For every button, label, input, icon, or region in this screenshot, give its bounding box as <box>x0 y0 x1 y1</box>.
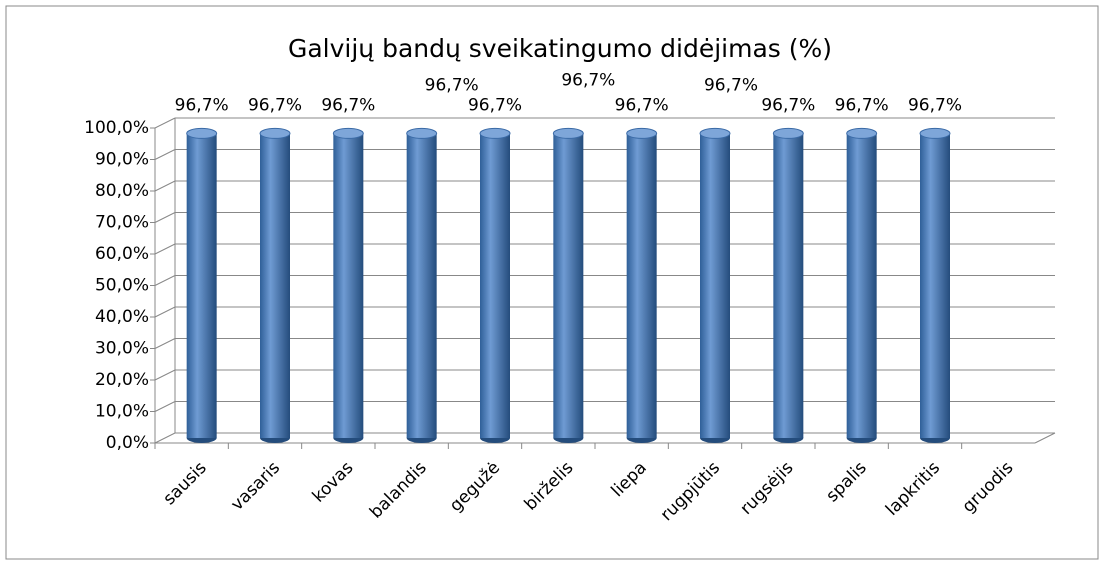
grid-line <box>154 149 176 160</box>
value-label: 96,7% <box>835 95 889 115</box>
grid-line <box>154 369 176 381</box>
value-label: 96,7% <box>704 75 758 95</box>
value-label: 96,7% <box>908 95 962 115</box>
bar <box>260 133 290 438</box>
y-tick-label: 0,0% <box>106 433 149 453</box>
bar-top <box>772 127 804 139</box>
y-tick-label: 30,0% <box>95 339 149 359</box>
grid-line <box>154 306 176 318</box>
bar-top <box>332 127 364 139</box>
bar-top <box>406 127 438 139</box>
grid-line <box>154 180 176 192</box>
bar-top <box>186 127 218 139</box>
y-tick-label: 10,0% <box>95 402 149 422</box>
y-tick-label: 80,0% <box>95 181 149 201</box>
value-label: 96,7% <box>615 95 669 115</box>
floor-right <box>1034 432 1056 444</box>
y-tick-label: 50,0% <box>95 276 149 296</box>
value-label: 96,7% <box>761 95 815 115</box>
bar-top <box>919 127 951 139</box>
y-tick-label: 40,0% <box>95 307 149 327</box>
chart-title: Galvijų bandų sveikatingumo didėjimas (%… <box>288 34 832 63</box>
value-label: 96,7% <box>468 95 522 115</box>
y-tick-label: 60,0% <box>95 244 149 264</box>
bar <box>773 133 804 438</box>
bar-top <box>259 127 291 139</box>
bar <box>626 133 657 438</box>
grid-line <box>154 117 176 129</box>
bar-top <box>846 127 878 139</box>
bar-top <box>699 127 731 139</box>
bar-top <box>479 127 511 139</box>
y-tick-label: 20,0% <box>95 370 149 390</box>
grid-line <box>154 243 176 255</box>
bar <box>920 133 950 438</box>
grid-line <box>154 432 176 444</box>
bar <box>480 133 510 438</box>
value-label: 96,7% <box>248 95 302 115</box>
grid-line <box>154 338 176 349</box>
value-label: 96,7% <box>425 75 479 95</box>
grid-line <box>154 401 176 412</box>
y-tick-label: 70,0% <box>95 213 149 233</box>
value-label: 96,7% <box>321 95 375 115</box>
bar <box>333 133 364 438</box>
bar <box>186 133 217 438</box>
y-tick-label: 100,0% <box>84 118 149 138</box>
value-label: 96,7% <box>175 95 229 115</box>
grid-line <box>154 275 176 286</box>
bar-top <box>626 127 658 139</box>
bar <box>700 133 730 438</box>
y-tick-label: 90,0% <box>95 150 149 170</box>
grid-line <box>154 212 176 223</box>
bar-top <box>552 127 584 139</box>
bar <box>406 133 437 438</box>
value-label: 96,7% <box>561 70 615 90</box>
bar <box>846 133 877 438</box>
bar <box>553 133 584 438</box>
